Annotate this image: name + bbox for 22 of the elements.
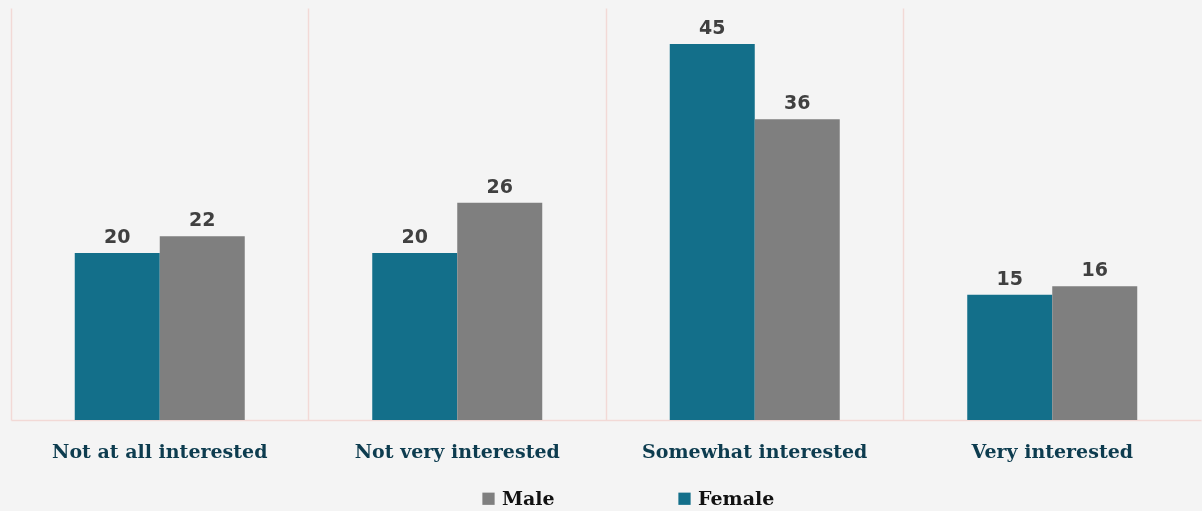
- bar: [159, 236, 245, 420]
- bar: [74, 252, 160, 420]
- data-label: 22: [189, 208, 216, 231]
- data-label: 26: [486, 174, 513, 197]
- x-tick-label: Not at all interested: [52, 439, 268, 462]
- x-tick-label: Very interested: [970, 439, 1134, 462]
- x-tick-label: Somewhat interested: [642, 439, 868, 462]
- bar: [1052, 286, 1138, 420]
- legend-label: Male: [502, 486, 555, 509]
- data-label: 45: [699, 16, 726, 38]
- data-label: 20: [104, 224, 131, 247]
- data-label: 20: [401, 224, 428, 247]
- bar: [754, 119, 840, 420]
- data-label: 36: [784, 91, 811, 114]
- bar: [457, 202, 543, 420]
- bar: [669, 44, 755, 420]
- data-label: 15: [996, 266, 1023, 289]
- bar: [372, 252, 458, 420]
- bar: [967, 294, 1053, 420]
- x-tick-label: Not very interested: [354, 439, 560, 462]
- legend-label: Female: [698, 486, 775, 509]
- data-label: 16: [1081, 258, 1108, 281]
